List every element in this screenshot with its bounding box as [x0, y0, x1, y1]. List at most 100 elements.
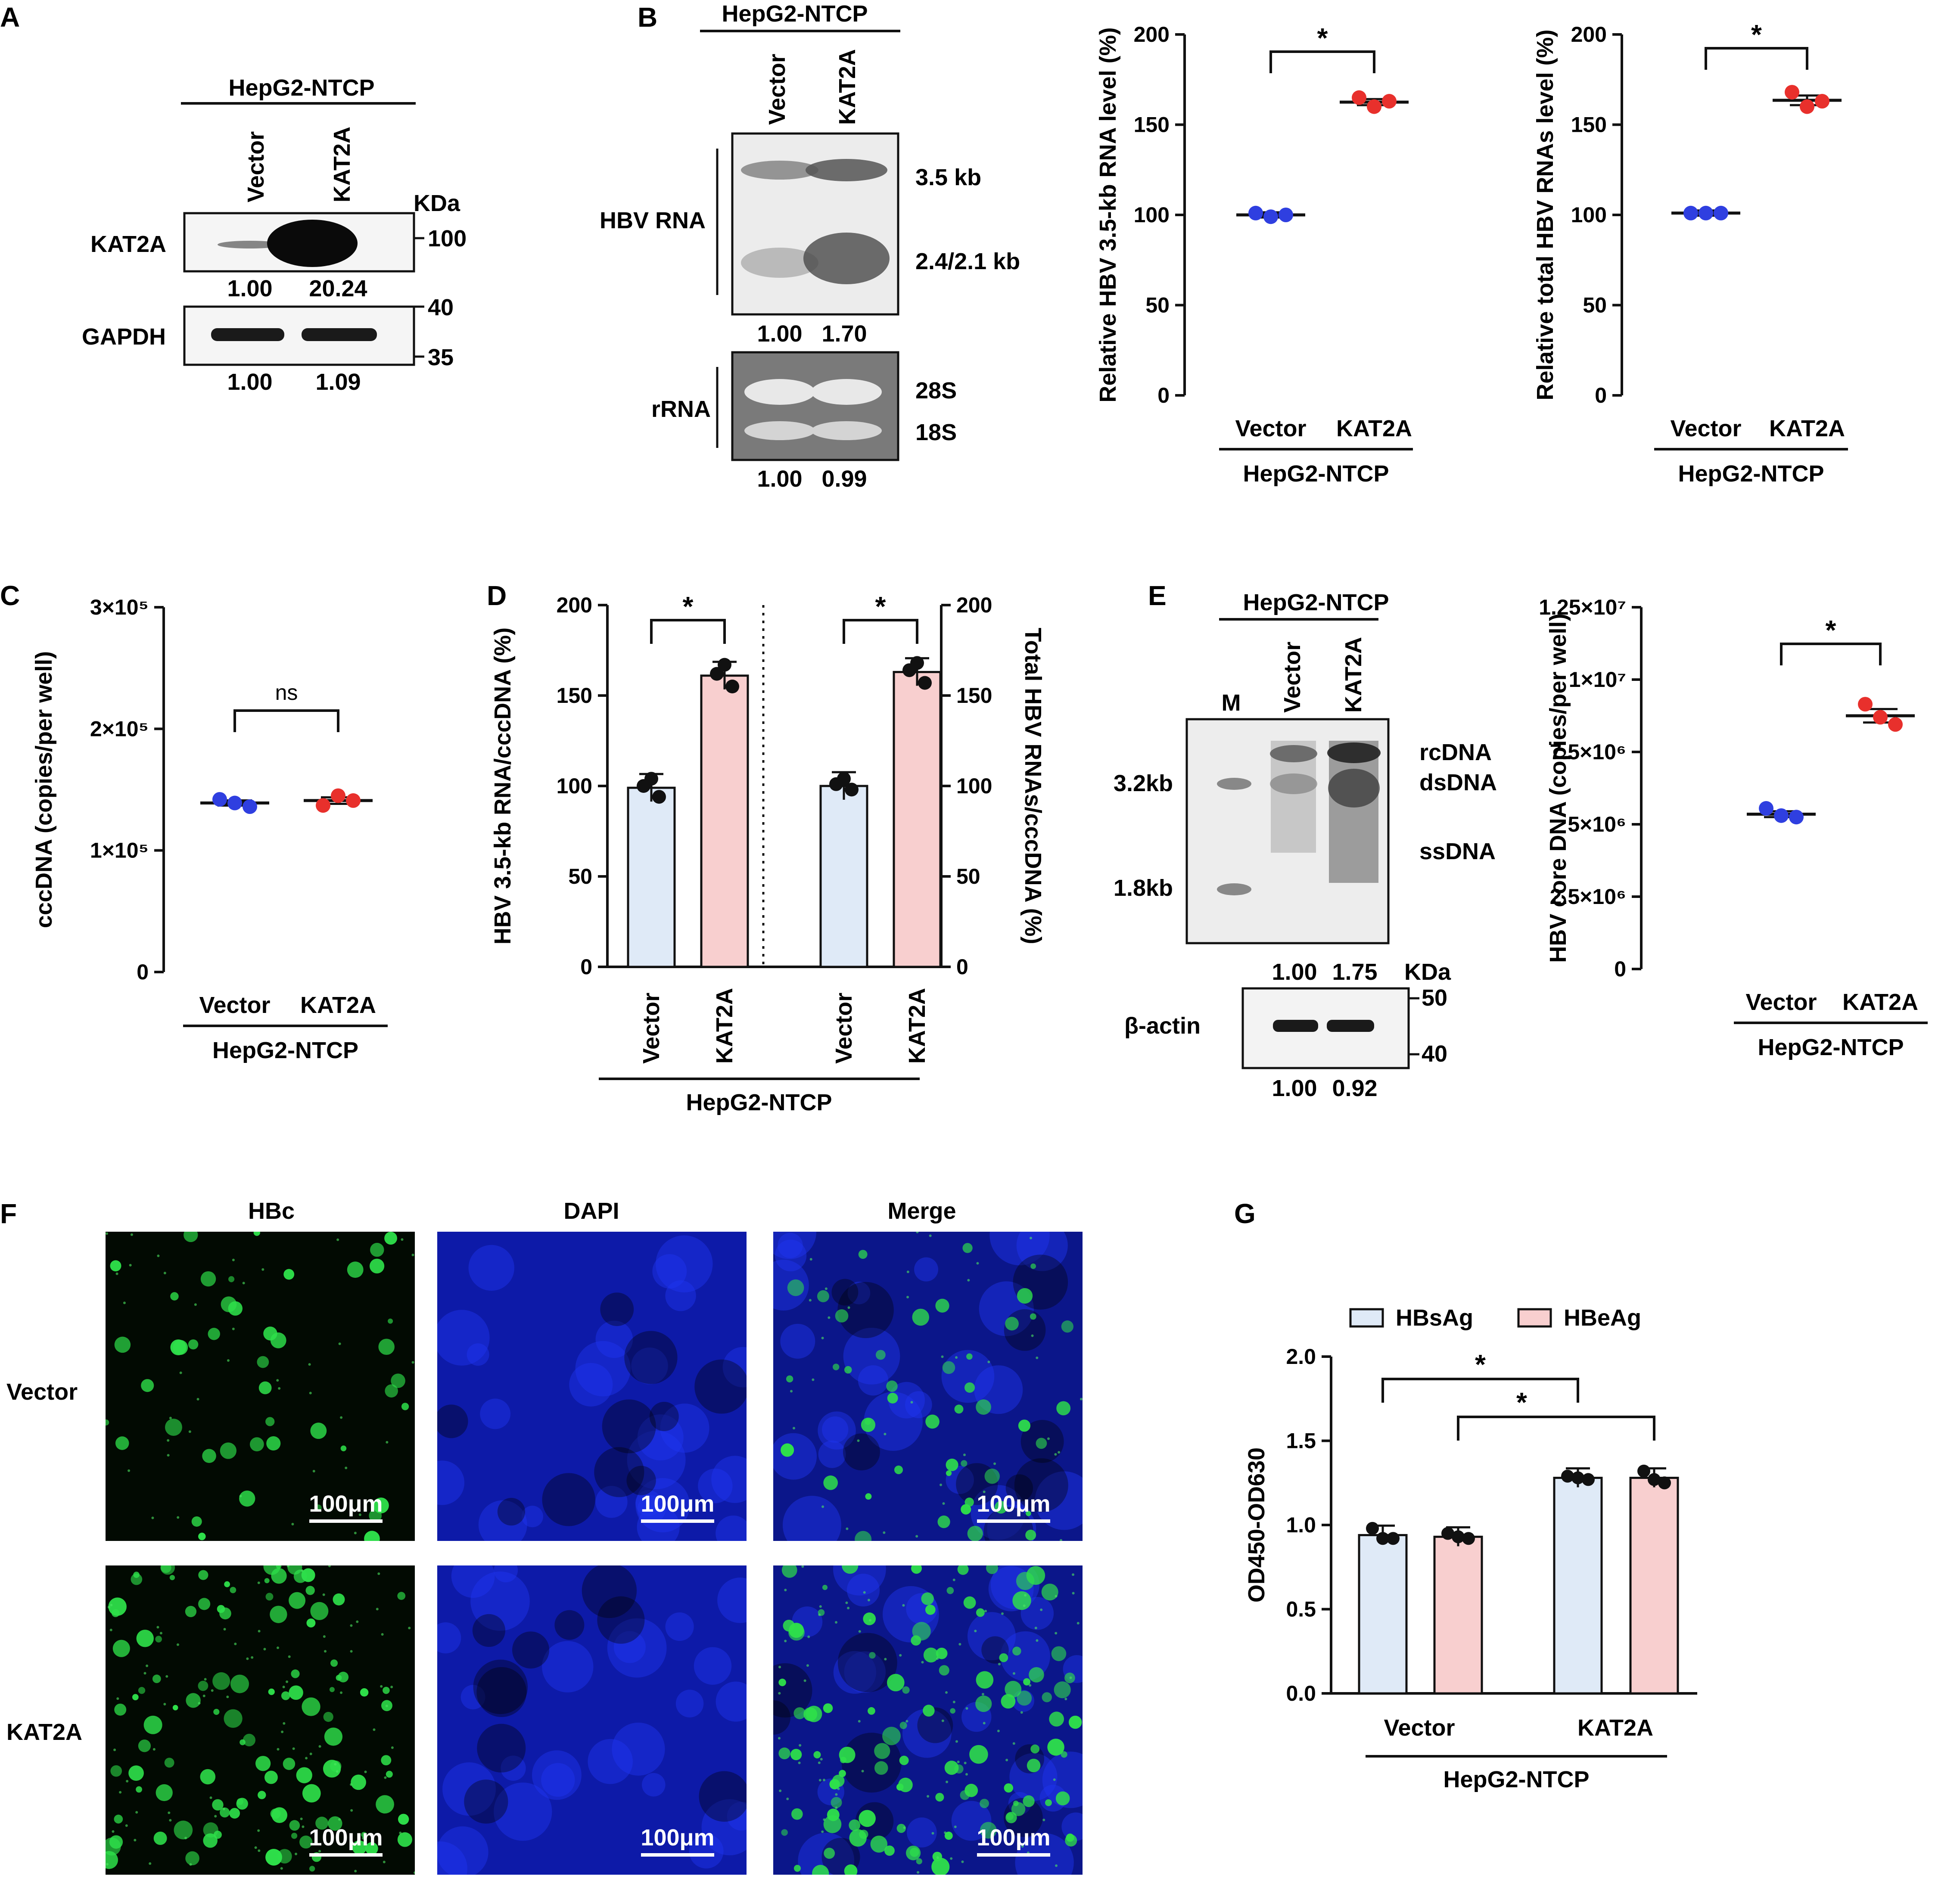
hbc-speckle	[929, 1234, 932, 1237]
hbc-signal	[1055, 1791, 1070, 1806]
panel-letter-g: G	[1234, 1198, 1256, 1229]
hbc-signal	[136, 1786, 142, 1793]
hbc-speckle	[1055, 1632, 1058, 1635]
hbc-speckle	[334, 1763, 337, 1766]
data-point	[1366, 1522, 1379, 1535]
hbc-speckle	[277, 1748, 280, 1751]
hbc-signal	[835, 1309, 849, 1323]
scalebar-label: 100μm	[309, 1491, 383, 1517]
y-tick-label-right: 150	[956, 683, 992, 708]
hbc-speckle	[784, 1640, 787, 1643]
y-axis-label: HBV core DNA (copies/per well)	[1545, 613, 1571, 963]
hbc-speckle	[965, 1707, 968, 1710]
hbc-signal	[106, 1419, 109, 1426]
y-tick-label: 0	[1157, 383, 1170, 407]
significance-bracket	[233, 709, 339, 732]
hbc-signal	[270, 1606, 287, 1623]
x-axis-label: HepG2-NTCP	[212, 1037, 358, 1063]
data-point	[227, 795, 242, 811]
hbc-signal	[299, 1836, 313, 1849]
hbc-speckle	[198, 1702, 201, 1705]
hbc-speckle	[799, 1744, 802, 1747]
significance-bracket	[650, 619, 726, 644]
hbc-signal	[931, 1857, 950, 1875]
hbc-speckle	[884, 1658, 887, 1661]
hbc-signal	[360, 1688, 369, 1697]
data-point	[1571, 1471, 1584, 1485]
if-content	[773, 1232, 1083, 1541]
nucleus-cluster	[637, 1495, 666, 1524]
hbc-speckle	[823, 1818, 826, 1821]
hbc-speckle	[283, 1722, 286, 1725]
hbc-signal	[361, 1832, 367, 1838]
hbc-signal	[896, 1823, 906, 1833]
nucleus-cluster	[1042, 1752, 1083, 1808]
hbc-signal	[937, 1516, 950, 1528]
hbc-signal	[224, 1709, 243, 1728]
dark-region	[843, 1433, 880, 1471]
significance-marker: *	[1826, 615, 1836, 646]
data-point	[845, 783, 859, 797]
x-category-label: Vector	[1745, 989, 1817, 1015]
hbc-signal	[115, 1436, 129, 1450]
hbc-signal	[1005, 1680, 1022, 1698]
y-tick-label-left: 150	[557, 683, 592, 708]
hbc-signal	[257, 1356, 269, 1368]
hbc-signal	[781, 1829, 788, 1836]
dark-region	[773, 1700, 791, 1735]
data-point	[346, 793, 361, 808]
hbc-speckle	[807, 1635, 810, 1638]
data-point	[1800, 99, 1814, 114]
hbc-signal	[315, 1817, 329, 1830]
hbc-signal	[1012, 1591, 1031, 1610]
nucleus-cluster	[460, 1685, 485, 1710]
hbc-signal	[268, 1688, 275, 1695]
y-tick-label: 5×10⁶	[1568, 812, 1626, 836]
hbc-speckle	[258, 1849, 261, 1852]
hbc-speckle	[861, 1770, 864, 1773]
hbc-signal	[386, 1770, 393, 1778]
hbc-signal	[1004, 1783, 1014, 1793]
hbc-signal	[208, 1328, 220, 1340]
hbc-speckle	[302, 1825, 305, 1828]
nucleus-cluster	[437, 1826, 488, 1875]
dark-region	[473, 1659, 528, 1714]
hbc-speckle	[955, 1740, 958, 1743]
kat2a-quant-kat2a: 20.24	[309, 276, 367, 301]
dark-region	[464, 1780, 508, 1824]
hbc-speckle	[163, 1271, 166, 1274]
hbc-signal	[855, 1531, 872, 1541]
actin-blot	[1241, 987, 1410, 1069]
hbc-signal	[289, 1685, 303, 1700]
nucleus-cluster	[907, 1817, 937, 1848]
hbc-speckle	[411, 1254, 414, 1257]
hbc-speckle	[301, 1569, 304, 1572]
hbc-signal	[200, 1271, 216, 1287]
rcdna-label: rcDNA	[1419, 739, 1492, 765]
hbc-speckle	[376, 1608, 379, 1611]
hbc-speckle	[1005, 1758, 1008, 1761]
hbc-speckle	[286, 1565, 289, 1568]
x-category-label: Vector	[831, 993, 857, 1064]
lane-label-vector: Vector	[764, 54, 790, 125]
hbc-speckle	[954, 1825, 957, 1828]
hbc-speckle	[350, 1783, 353, 1786]
hbc-signal	[364, 1531, 380, 1541]
data-point	[902, 663, 916, 677]
hbc-signal	[842, 1565, 859, 1574]
hbc-speckle	[981, 1693, 984, 1696]
hbc-speckle	[1058, 1451, 1061, 1454]
hbc-signal	[1016, 1572, 1035, 1590]
southern-quant-kat2a: 1.75	[1332, 959, 1377, 985]
hbc-signal	[1030, 1313, 1036, 1320]
nucleus-cluster	[660, 1404, 709, 1453]
data-point	[725, 680, 739, 693]
hbc-speckle	[202, 1694, 205, 1697]
hbc-signal	[131, 1573, 143, 1585]
marker-1-8kb: 1.8kb	[1114, 875, 1173, 901]
hbv-rna-blot	[731, 132, 899, 316]
data-point	[1888, 717, 1903, 732]
hbc-signal	[276, 1565, 282, 1569]
dark-region	[1005, 1474, 1033, 1502]
lane-label-kat2a: KAT2A	[1341, 637, 1366, 713]
